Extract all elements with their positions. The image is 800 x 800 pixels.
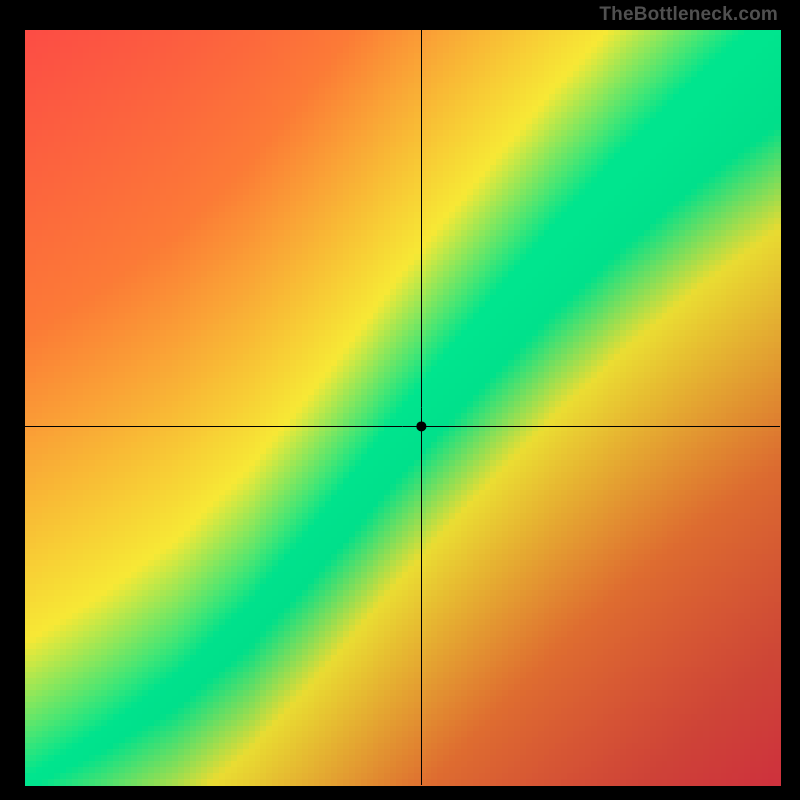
chart-container: { "credit": { "text": "TheBottleneck.com… — [0, 0, 800, 800]
source-credit: TheBottleneck.com — [599, 4, 778, 26]
heatmap-canvas — [0, 0, 800, 800]
